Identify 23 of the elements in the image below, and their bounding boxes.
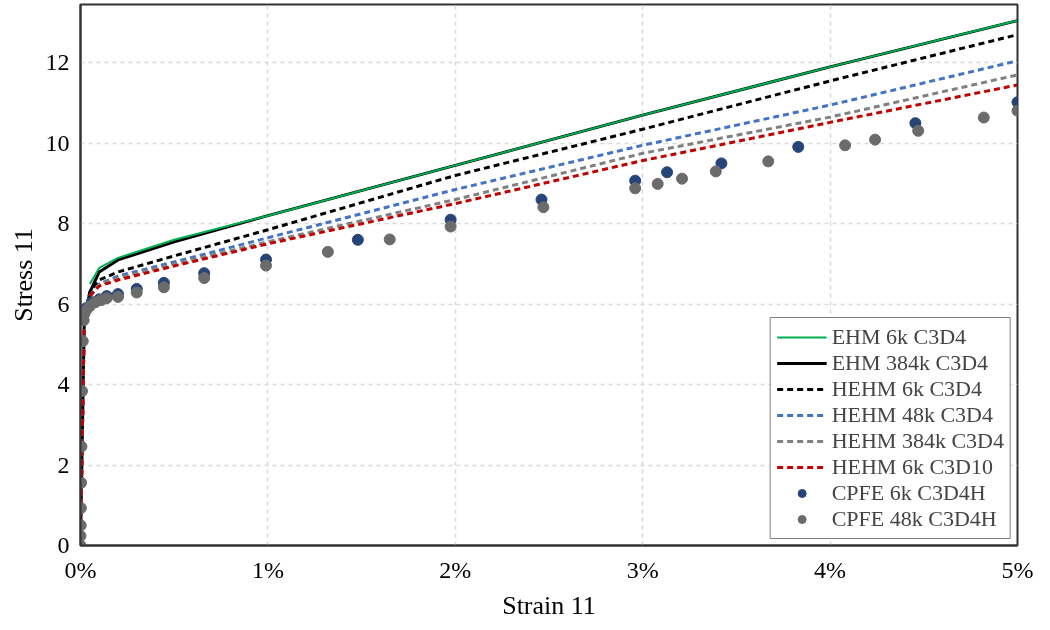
x-tick-label: 0% (64, 556, 97, 583)
legend-label: CPFE 48k C3D4H (831, 506, 997, 532)
y-tick-label: 12 (45, 49, 70, 76)
legend-label: EHM 6k C3D4 (831, 324, 967, 350)
legend-label: HEHM 6k C3D10 (831, 454, 993, 480)
legend-label: CPFE 6k C3D4H (831, 480, 986, 506)
y-tick-label: 10 (45, 129, 70, 156)
y-axis-title: Stress 11 (8, 228, 38, 322)
y-tick-label: 6 (57, 290, 70, 317)
legend-label: HEHM 48k C3D4 (831, 402, 993, 428)
x-tick-label: 4% (814, 556, 847, 583)
x-tick-label: 3% (626, 556, 659, 583)
x-tick-label: 1% (251, 556, 284, 583)
legend-label: EHM 384k C3D4 (831, 350, 989, 376)
x-tick-label: 5% (1001, 556, 1034, 583)
legend-label: HEHM 384k C3D4 (831, 428, 1004, 454)
x-axis-title: Strain 11 (502, 590, 596, 620)
y-tick-label: 0 (57, 532, 70, 558)
y-tick-label: 4 (57, 371, 70, 398)
legend-label: HEHM 6k C3D4 (831, 376, 982, 402)
x-tick-label: 2% (439, 556, 472, 583)
y-tick-label: 8 (57, 210, 70, 237)
y-tick-label: 2 (57, 451, 70, 478)
